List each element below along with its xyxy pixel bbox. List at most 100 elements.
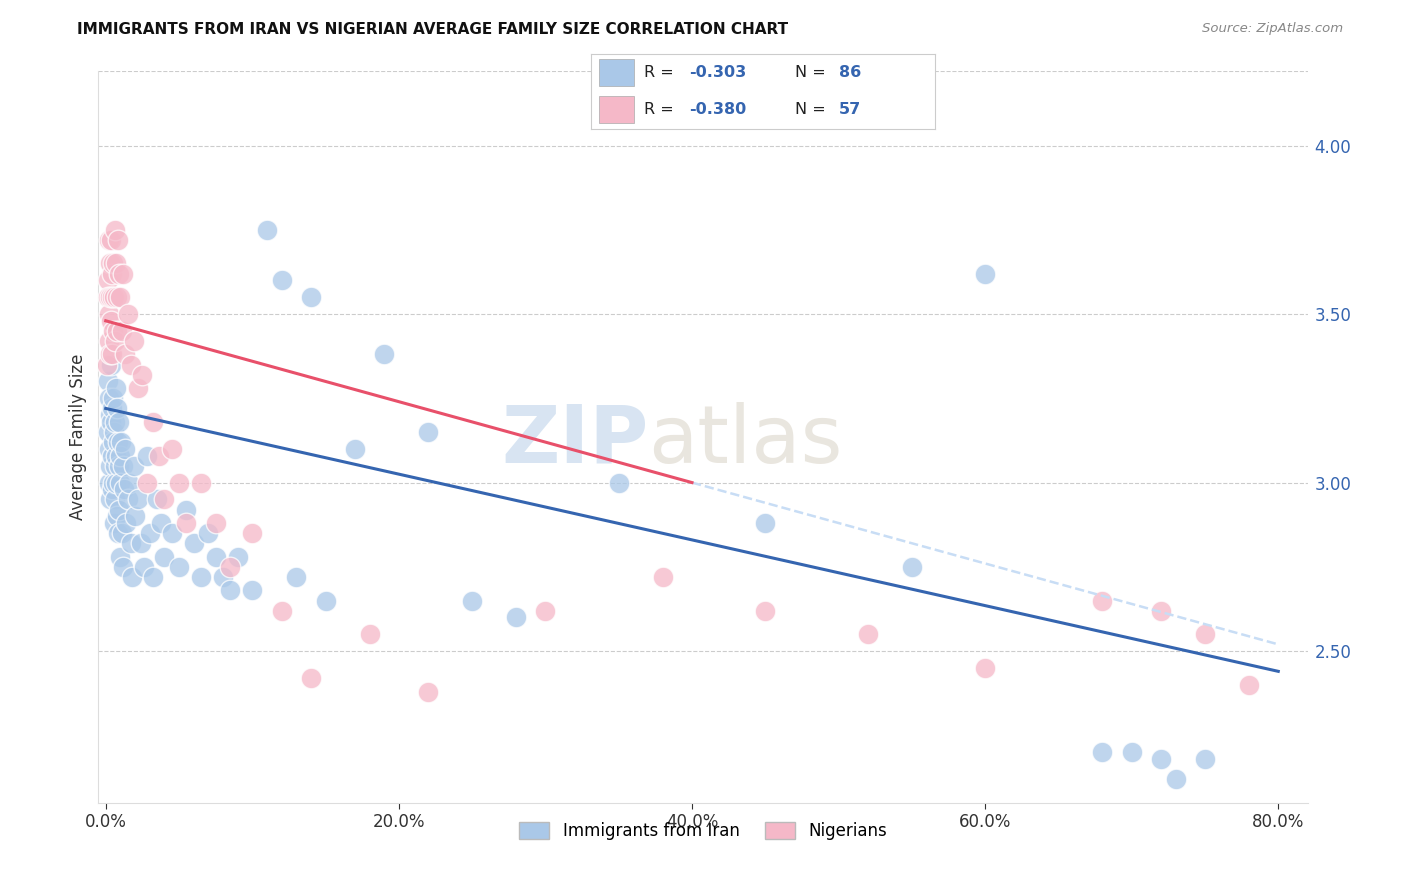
Point bbox=[127, 381, 149, 395]
Point bbox=[176, 516, 198, 530]
Point bbox=[107, 401, 129, 416]
Point bbox=[135, 449, 157, 463]
Point bbox=[97, 475, 120, 490]
Point bbox=[160, 526, 183, 541]
Point bbox=[167, 475, 190, 490]
Point bbox=[153, 549, 176, 564]
Point bbox=[103, 458, 125, 473]
Point bbox=[110, 475, 132, 490]
Point bbox=[115, 516, 138, 530]
Point bbox=[104, 415, 127, 429]
Text: -0.303: -0.303 bbox=[689, 65, 747, 80]
Point bbox=[110, 290, 132, 304]
Point bbox=[101, 324, 124, 338]
Point bbox=[112, 267, 135, 281]
Point bbox=[100, 449, 122, 463]
Point bbox=[112, 483, 135, 497]
Point bbox=[105, 475, 128, 490]
Point bbox=[974, 267, 997, 281]
Text: R =: R = bbox=[644, 65, 679, 80]
Point bbox=[240, 526, 263, 541]
Point bbox=[101, 256, 124, 270]
Legend: Immigrants from Iran, Nigerians: Immigrants from Iran, Nigerians bbox=[513, 815, 893, 847]
Point bbox=[754, 516, 776, 530]
Point bbox=[1194, 752, 1216, 766]
Point bbox=[167, 559, 190, 574]
Point bbox=[160, 442, 183, 456]
Point bbox=[120, 358, 142, 372]
Point bbox=[1121, 745, 1143, 759]
Point bbox=[117, 307, 139, 321]
Point bbox=[110, 435, 132, 450]
Point bbox=[105, 290, 128, 304]
Point bbox=[100, 415, 122, 429]
Point bbox=[101, 483, 124, 497]
Point bbox=[148, 449, 170, 463]
Point bbox=[1091, 745, 1114, 759]
Point bbox=[121, 570, 143, 584]
Point bbox=[190, 475, 212, 490]
Point bbox=[111, 324, 134, 338]
Point bbox=[100, 267, 122, 281]
Text: N =: N = bbox=[796, 65, 831, 80]
Point bbox=[505, 610, 527, 624]
Point bbox=[101, 290, 124, 304]
Point bbox=[103, 516, 125, 530]
Point bbox=[107, 458, 129, 473]
Point bbox=[1150, 604, 1173, 618]
Point bbox=[607, 475, 630, 490]
Point bbox=[98, 392, 121, 406]
Point bbox=[122, 334, 145, 348]
Point bbox=[107, 435, 129, 450]
Y-axis label: Average Family Size: Average Family Size bbox=[69, 354, 87, 520]
Point bbox=[132, 559, 155, 574]
Point bbox=[103, 290, 125, 304]
Point bbox=[299, 290, 322, 304]
Point bbox=[1091, 593, 1114, 607]
Point bbox=[373, 347, 395, 361]
Point bbox=[101, 347, 124, 361]
Point bbox=[1150, 752, 1173, 766]
Point bbox=[98, 492, 121, 507]
Point bbox=[108, 415, 131, 429]
Point bbox=[1237, 678, 1260, 692]
Point bbox=[108, 449, 131, 463]
Point bbox=[135, 475, 157, 490]
Text: -0.380: -0.380 bbox=[689, 102, 747, 117]
Point bbox=[107, 233, 129, 247]
Point bbox=[204, 516, 226, 530]
Point bbox=[153, 492, 176, 507]
Point bbox=[97, 375, 120, 389]
Text: 86: 86 bbox=[838, 65, 860, 80]
Text: IMMIGRANTS FROM IRAN VS NIGERIAN AVERAGE FAMILY SIZE CORRELATION CHART: IMMIGRANTS FROM IRAN VS NIGERIAN AVERAGE… bbox=[77, 22, 789, 37]
Point bbox=[418, 425, 440, 439]
Point bbox=[122, 458, 145, 473]
Point bbox=[105, 256, 128, 270]
Point bbox=[204, 549, 226, 564]
Point bbox=[1194, 627, 1216, 641]
Text: ZIP: ZIP bbox=[502, 401, 648, 480]
Point bbox=[105, 381, 128, 395]
Point bbox=[176, 502, 198, 516]
Point bbox=[1164, 772, 1187, 787]
Point bbox=[299, 671, 322, 685]
Point bbox=[226, 549, 249, 564]
Point bbox=[256, 223, 278, 237]
Point bbox=[219, 559, 242, 574]
Point bbox=[97, 334, 120, 348]
Point bbox=[219, 583, 242, 598]
Point bbox=[315, 593, 337, 607]
Point bbox=[112, 559, 135, 574]
Point bbox=[120, 536, 142, 550]
Point bbox=[103, 334, 125, 348]
Point bbox=[651, 570, 673, 584]
Point bbox=[108, 267, 131, 281]
Point bbox=[129, 536, 152, 550]
Point bbox=[100, 314, 122, 328]
Point bbox=[96, 358, 118, 372]
Point bbox=[98, 408, 121, 422]
Point bbox=[127, 492, 149, 507]
Point bbox=[105, 509, 128, 524]
Point bbox=[104, 223, 127, 237]
Point bbox=[98, 256, 121, 270]
